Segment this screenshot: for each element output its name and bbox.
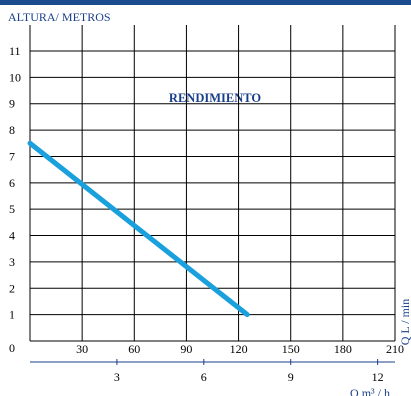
series [27,140,250,318]
x-axis-title-m3h: Q m³ / h [350,386,390,396]
x-tick-label-m3h: 3 [114,370,120,384]
chart-title: RENDIMIENTO [169,91,261,105]
y-tick-label: 6 [9,176,15,190]
grid [29,25,396,342]
x-tick-label-lpm: 60 [128,342,140,356]
y-tick-label: 7 [9,149,15,163]
y-tick-label: 11 [9,44,21,58]
x-tick-label-lpm: 180 [334,342,352,356]
top-border [0,0,411,5]
performance-line [27,140,250,318]
x-axis-title-lpm: Q L / min [398,299,411,346]
y-tick-label: 2 [9,281,15,295]
x-tick-label-m3h: 9 [288,370,294,384]
x-tick-label-m3h: 12 [372,370,384,384]
y-tick-label: 10 [9,70,21,84]
y-tick-label: 3 [9,255,15,269]
y-tick-label: 4 [9,229,15,243]
y-tick-label: 1 [9,308,15,322]
x-tick-label-lpm: 120 [230,342,248,356]
y-tick-label: 9 [9,97,15,111]
x-tick-label-lpm: 150 [282,342,300,356]
x-tick-label-lpm: 30 [76,342,88,356]
y-tick-label: 0 [9,341,15,355]
x-tick-label-lpm: 90 [180,342,192,356]
y-tick-label: 5 [9,202,15,216]
x-tick-label-lpm: 210 [386,342,404,356]
y-tick-label: 8 [9,123,15,137]
y-axis-title: ALTURA/ METROS [8,10,111,24]
x-tick-label-m3h: 6 [201,370,207,384]
